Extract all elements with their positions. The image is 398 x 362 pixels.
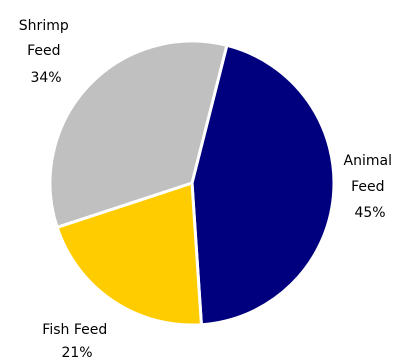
slice-label-fish-feed: Fish Feed 21% [42, 322, 111, 361]
pie-slice-fish-feed [55, 181, 203, 327]
slice-label-animal-feed: Animal Feed 45% [344, 153, 397, 221]
pie-labels: Animal Feed 45% Fish Feed 21% Shrimp Fee… [19, 18, 397, 361]
pie-slices [48, 39, 336, 327]
pie-slice-shrimp-feed [48, 39, 229, 229]
slice-label-shrimp-feed: Shrimp Feed 34% [19, 18, 73, 86]
pie-slice-animal-feed [190, 43, 336, 327]
